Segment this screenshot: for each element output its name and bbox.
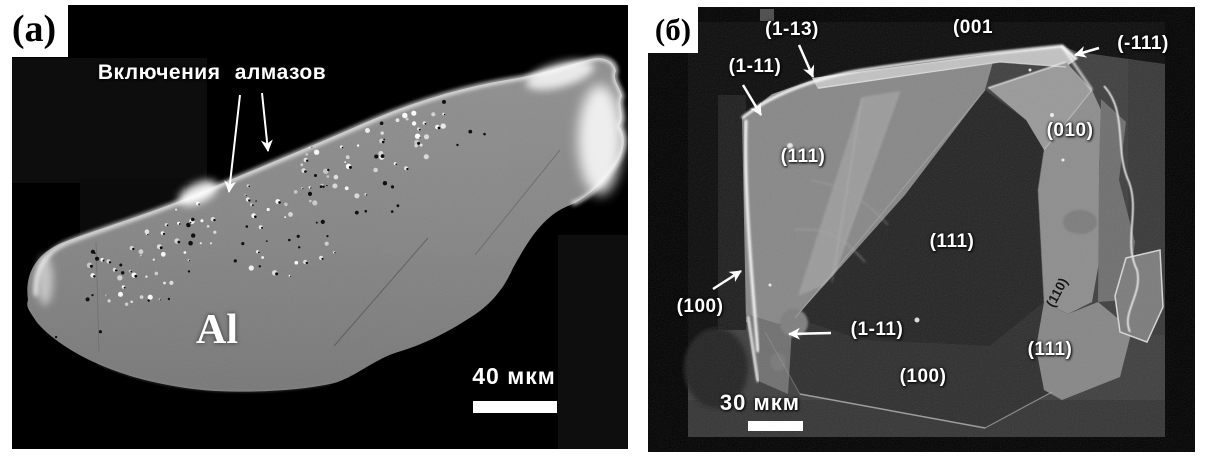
rim-highlight (578, 85, 622, 195)
annotation-arrow-right (260, 92, 273, 152)
scratch-line (333, 237, 429, 347)
scale-label-b: 30 мкм (719, 390, 801, 415)
panel-b-tag-box: (б) (648, 6, 698, 53)
rim-highlight (37, 255, 53, 305)
panel-a-tone-patch (558, 235, 628, 449)
panel-a-tag: (a) (11, 7, 57, 50)
particle-bottom-fringe (97, 363, 331, 393)
tone-patch (760, 9, 774, 21)
face-label-1m11-bottom: (1-11) (850, 319, 904, 340)
annotation-arrow-left (224, 94, 241, 193)
scale-bar-b (748, 421, 803, 431)
arrow-1m11-bottom (788, 327, 832, 340)
rim-highlight (178, 180, 218, 206)
arrow-1m11-top (741, 84, 763, 116)
sem-grain (688, 22, 1165, 437)
face-label-010: (010) (1046, 120, 1094, 141)
face-label-111-bottom-right: (111) (1027, 339, 1073, 360)
annotation-inclusions: Включения алмазов (97, 61, 327, 84)
face-label-1m11-top: (1-11) (728, 56, 782, 77)
scale-bar-a (473, 401, 557, 413)
panel-b-tag: (б) (654, 11, 692, 47)
face-label-111-upper-left: (111) (780, 146, 826, 167)
face-label-m111: (-111) (1117, 33, 1169, 54)
face-label-111-center: (111) (929, 231, 975, 252)
scale-label-a: 40 мкм (472, 363, 556, 389)
scratch-line (474, 149, 561, 256)
diamond-inclusion-speckles (54, 99, 486, 339)
panel-a-image (12, 5, 628, 449)
arrow-100-left (712, 269, 742, 291)
panel-a-tone-patch (12, 58, 207, 183)
face-label-1m13: (1-13) (765, 19, 819, 40)
face-label-100-bottom: (100) (899, 366, 947, 387)
black-patch (312, 393, 396, 421)
rim-highlight (526, 60, 594, 90)
face-label-100-left: (100) (676, 296, 724, 317)
face-label-001: (001 (952, 17, 994, 38)
panel-b-image (648, 7, 1195, 452)
arrow-m111 (1074, 46, 1100, 58)
arrow-1m13 (797, 44, 815, 78)
material-label-al: Al (196, 307, 238, 353)
panel-a-tag-box: (a) (0, 0, 68, 57)
